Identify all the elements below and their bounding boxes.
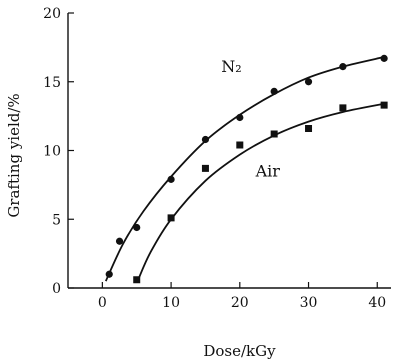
y-tick-label: 0 (52, 281, 61, 297)
y-tick-label: 10 (43, 144, 61, 160)
data-point-n2 (201, 135, 210, 144)
fit-curve-air (137, 102, 385, 281)
data-point-air (339, 104, 347, 112)
data-point-air (270, 130, 278, 138)
x-tick-label: 0 (98, 295, 107, 311)
fit-curves (104, 56, 385, 282)
data-point-n2 (167, 175, 175, 183)
data-point-air (305, 125, 313, 132)
data-point-n2 (270, 87, 278, 95)
data-point-n2 (105, 270, 113, 278)
y-axis-label: Grafting yield/% (5, 93, 23, 217)
x-tick-label: 10 (162, 295, 180, 311)
data-point-n2 (115, 237, 124, 245)
x-tick-label: 30 (300, 295, 318, 311)
series-label-air: Air (255, 162, 281, 181)
data-points (105, 54, 388, 284)
data-point-n2 (380, 54, 388, 62)
y-tick-label: 15 (43, 75, 61, 91)
data-point-air (167, 214, 175, 222)
data-point-air (236, 141, 244, 149)
data-point-n2 (133, 223, 141, 232)
series-label-n2: N₂ (221, 57, 241, 76)
data-point-air (380, 101, 388, 109)
chart-labels: Dose/kGy Grafting yield/% N₂ Air (5, 57, 280, 360)
x-axis-label: Dose/kGy (203, 342, 276, 360)
data-point-n2 (236, 113, 244, 122)
data-point-air (133, 276, 141, 284)
x-tick-label: 20 (231, 295, 249, 311)
y-tick-label: 20 (43, 6, 61, 22)
data-point-air (201, 164, 209, 172)
x-tick-label: 40 (368, 295, 386, 311)
data-point-n2 (339, 63, 347, 71)
fit-curve-n2 (104, 56, 385, 282)
y-tick-label: 5 (52, 212, 61, 228)
data-point-n2 (304, 78, 313, 86)
axes: 0 10 20 30 40 0 5 10 15 20 (43, 6, 391, 311)
